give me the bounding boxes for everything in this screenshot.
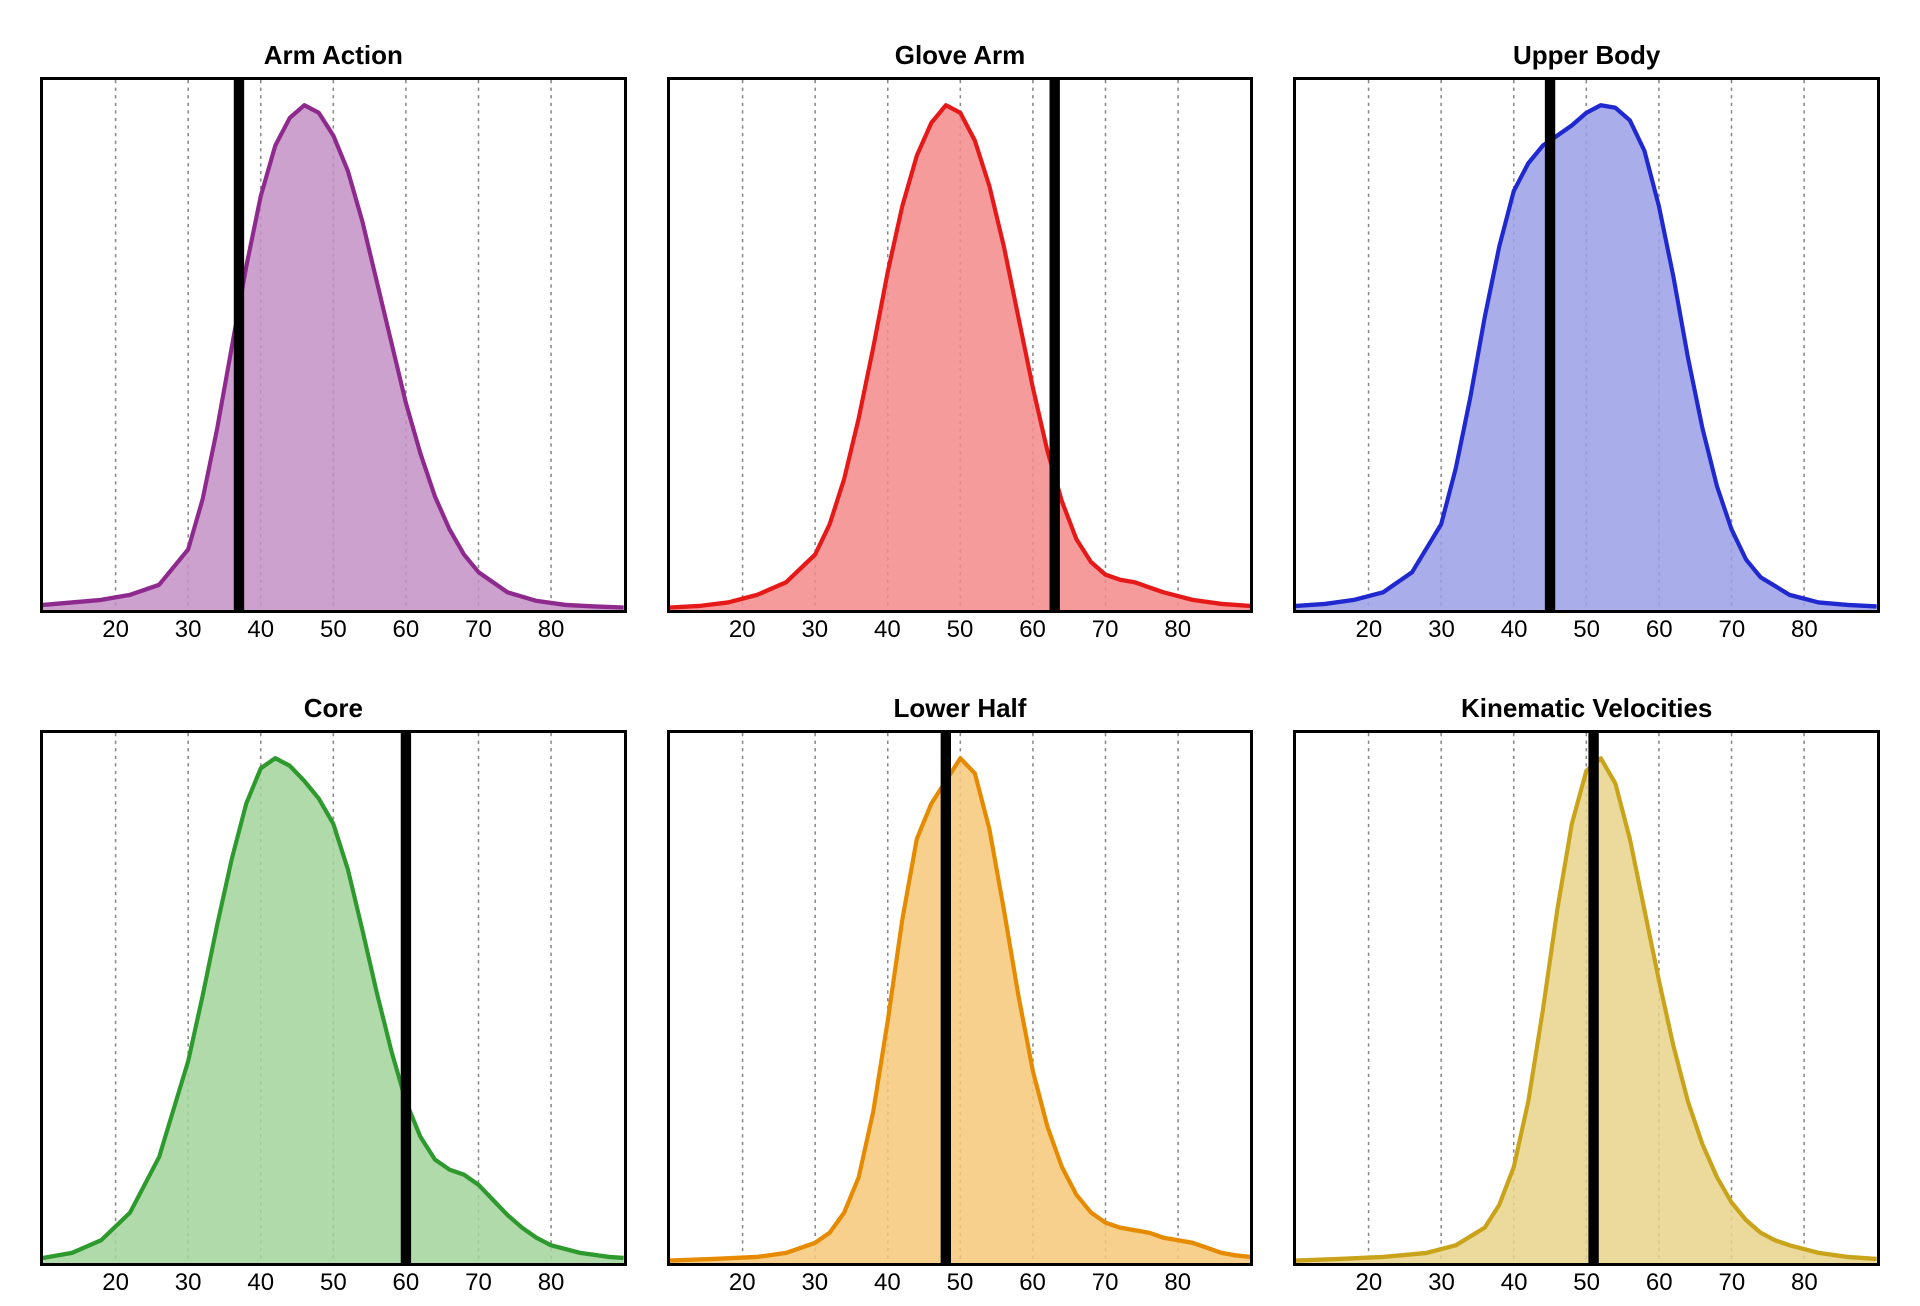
density-plot [1296,733,1877,1263]
x-tick-label: 60 [1646,1269,1673,1297]
x-tick-label: 40 [247,1269,274,1297]
x-tick-label: 50 [947,1269,974,1297]
density-plot [43,733,624,1263]
x-tick-label: 30 [801,1269,828,1297]
x-tick-label: 20 [729,1269,756,1297]
x-tick-label: 20 [1356,1269,1383,1297]
x-tick-label: 20 [102,616,129,644]
panel-glove-arm: Glove Arm 20304050607080 [667,40,1254,613]
x-axis-ticks: 20304050607080 [43,1263,624,1293]
x-tick-label: 20 [729,616,756,644]
x-tick-label: 60 [393,1269,420,1297]
panel-arm-action: Arm Action 20304050607080 [40,40,627,613]
x-tick-label: 30 [175,616,202,644]
x-axis-ticks: 20304050607080 [43,610,624,640]
panel-upper-body: Upper Body 20304050607080 [1293,40,1880,613]
x-tick-label: 50 [320,616,347,644]
x-tick-label: 40 [1501,1269,1528,1297]
x-tick-label: 60 [393,616,420,644]
panel-kinematic-velocities: Kinematic Velocities 20304050607080 [1293,693,1880,1266]
density-plot [670,80,1251,610]
x-tick-label: 30 [801,616,828,644]
x-tick-label: 60 [1646,616,1673,644]
plot-area: 20304050607080 [667,730,1254,1266]
charts-grid: Arm Action20304050607080Glove Arm2030405… [40,40,1880,1266]
plot-area: 20304050607080 [1293,77,1880,613]
plot-area: 20304050607080 [40,77,627,613]
x-axis-ticks: 20304050607080 [1296,610,1877,640]
x-tick-label: 80 [1164,1269,1191,1297]
density-fill [43,105,624,610]
x-tick-label: 80 [1164,616,1191,644]
x-tick-label: 80 [538,616,565,644]
x-tick-label: 30 [1428,616,1455,644]
plot-area: 20304050607080 [40,730,627,1266]
panel-title: Kinematic Velocities [1461,693,1712,724]
panel-core: Core 20304050607080 [40,693,627,1266]
x-tick-label: 80 [538,1269,565,1297]
x-tick-label: 40 [1501,616,1528,644]
panel-title: Arm Action [264,40,403,71]
x-tick-label: 70 [465,1269,492,1297]
x-tick-label: 50 [320,1269,347,1297]
density-fill [1296,105,1877,610]
x-axis-ticks: 20304050607080 [670,1263,1251,1293]
density-fill [1296,758,1877,1263]
panel-title: Upper Body [1513,40,1660,71]
x-tick-label: 40 [874,1269,901,1297]
x-tick-label: 70 [1092,616,1119,644]
x-tick-label: 80 [1791,616,1818,644]
x-tick-label: 50 [1573,1269,1600,1297]
x-tick-label: 30 [1428,1269,1455,1297]
panel-title: Glove Arm [895,40,1026,71]
x-tick-label: 50 [1573,616,1600,644]
x-tick-label: 20 [102,1269,129,1297]
x-tick-label: 40 [247,616,274,644]
density-plot [43,80,624,610]
x-axis-ticks: 20304050607080 [670,610,1251,640]
density-plot [670,733,1251,1263]
x-tick-label: 50 [947,616,974,644]
x-tick-label: 70 [1092,1269,1119,1297]
x-tick-label: 20 [1356,616,1383,644]
panel-lower-half: Lower Half 20304050607080 [667,693,1254,1266]
plot-area: 20304050607080 [1293,730,1880,1266]
panel-title: Lower Half [894,693,1027,724]
x-tick-label: 80 [1791,1269,1818,1297]
x-tick-label: 70 [1718,1269,1745,1297]
x-tick-label: 30 [175,1269,202,1297]
x-axis-ticks: 20304050607080 [1296,1263,1877,1293]
density-fill [43,758,624,1263]
panel-title: Core [304,693,363,724]
x-tick-label: 70 [465,616,492,644]
x-tick-label: 60 [1019,616,1046,644]
density-fill [670,758,1251,1263]
density-fill [670,105,1251,610]
x-tick-label: 40 [874,616,901,644]
plot-area: 20304050607080 [667,77,1254,613]
x-tick-label: 60 [1019,1269,1046,1297]
density-plot [1296,80,1877,610]
x-tick-label: 70 [1718,616,1745,644]
